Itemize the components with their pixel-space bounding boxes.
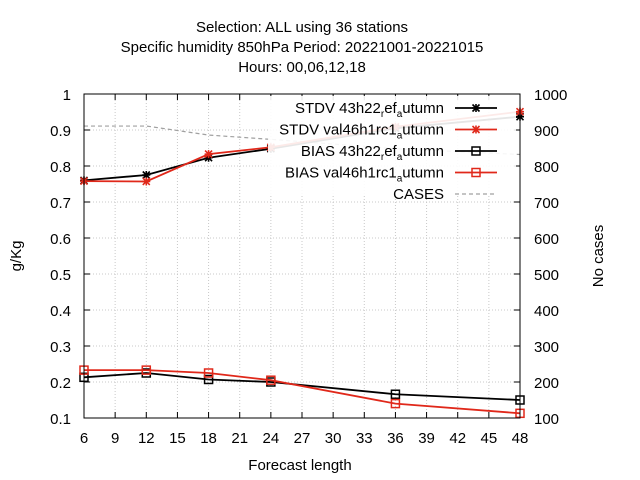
x-axis-label: Forecast length	[248, 457, 351, 474]
legend-label-part: utumn	[402, 100, 444, 117]
data-point	[266, 375, 276, 385]
legend-entry: BIAS val46h1rc1autumn	[285, 165, 497, 185]
x-tick-label: 21	[231, 430, 248, 447]
legend-label-part: utumn	[402, 165, 444, 182]
legend-label-part: STDV 43h22	[295, 100, 381, 117]
y2-tick-label: 100	[534, 411, 559, 428]
legend-label-part: BIAS 43h22	[301, 143, 381, 160]
legend-label-part: ef	[384, 143, 397, 160]
x-tick-label: 45	[481, 430, 498, 447]
data-point	[390, 389, 401, 399]
legend-label-part: r	[381, 152, 385, 163]
y-tick-label: 0.1	[50, 411, 71, 428]
x-tick-label: 18	[200, 430, 217, 447]
legend-label: CASES	[393, 186, 444, 203]
x-tick-label: 30	[325, 430, 342, 447]
y2-tick-label: 400	[534, 303, 559, 320]
y-tick-label: 0.7	[50, 195, 71, 212]
y2-axis-label: No cases	[590, 225, 607, 288]
legend-label-part: utumn	[402, 143, 444, 160]
chart-title-line-1: Selection: ALL using 36 stations	[196, 19, 408, 36]
series-line	[84, 369, 521, 415]
legend-label-part: STDV val46h1rc1	[279, 122, 397, 139]
x-tick-label: 9	[111, 430, 119, 447]
legend-entry: BIAS 43h22refautumn	[301, 143, 497, 163]
legend-label-part: a	[397, 131, 403, 142]
y2-tick-label: 700	[534, 195, 559, 212]
x-tick-label: 39	[418, 430, 435, 447]
axis-ticks: 6 9 12 15 18 21 24 27 30 33 36 39 42 45 48 0.1 0.2 0.3 0.4…	[50, 87, 567, 447]
legend-label: STDV val46h1rc1autumn	[279, 122, 444, 142]
y-tick-label: 1	[63, 87, 71, 104]
y-tick-label: 0.8	[50, 159, 71, 176]
y2-tick-label: 500	[534, 267, 559, 284]
legend-label-part: a	[397, 109, 403, 120]
x-tick-label: 42	[449, 430, 466, 447]
y2-tick-label: 600	[534, 231, 559, 248]
legend-entry: STDV 43h22refautumn	[295, 100, 497, 120]
x-tick-label: 12	[138, 430, 155, 447]
legend-marker	[471, 146, 481, 156]
legend-entry: CASES	[393, 186, 497, 203]
legend-label-part: CASES	[393, 186, 444, 203]
x-tick-label: 36	[387, 430, 404, 447]
data-point	[142, 177, 151, 186]
y-tick-label: 0.9	[50, 123, 71, 140]
y2-tick-label: 200	[534, 375, 559, 392]
legend-label-part: utumn	[402, 122, 444, 139]
legend-label: BIAS val46h1rc1autumn	[285, 165, 444, 185]
legend-label-part: ef	[384, 100, 397, 117]
y2-tick-label: 800	[534, 159, 559, 176]
legend-marker	[471, 125, 481, 134]
legend-label-part: r	[381, 109, 385, 120]
y-tick-label: 0.5	[50, 267, 71, 284]
legend-background	[268, 96, 516, 196]
y2-tick-label: 1000	[534, 87, 567, 104]
x-tick-label: 33	[356, 430, 373, 447]
legend-label-part: BIAS val46h1rc1	[285, 165, 397, 182]
legend-marker	[471, 103, 481, 113]
x-tick-label: 6	[80, 430, 88, 447]
y-tick-label: 0.6	[50, 231, 71, 248]
x-tick-label: 27	[294, 430, 311, 447]
y-tick-label: 0.3	[50, 339, 71, 356]
legend-marker	[471, 167, 481, 178]
legend-label-part: a	[397, 174, 403, 185]
y-tick-label: 0.4	[50, 303, 71, 320]
chart-title-line-3: Hours: 00,06,12,18	[238, 59, 366, 76]
series-line	[84, 125, 521, 156]
series-4	[84, 125, 521, 156]
legend-label-part: a	[397, 152, 403, 163]
data-point	[204, 150, 213, 159]
y2-tick-label: 900	[534, 123, 559, 140]
legend-entry: STDV val46h1rc1autumn	[279, 122, 497, 142]
legend-label: BIAS 43h22refautumn	[301, 143, 444, 163]
data-point	[203, 368, 214, 378]
data-point	[390, 398, 401, 409]
x-tick-label: 48	[512, 430, 529, 447]
x-tick-label: 15	[169, 430, 186, 447]
series-3	[79, 365, 525, 419]
y-tick-label: 0.2	[50, 375, 71, 392]
data-point	[142, 170, 151, 180]
series-line	[83, 372, 521, 401]
data-point	[141, 365, 152, 375]
y-axis-label: g/Kg	[8, 241, 25, 272]
data-point	[203, 374, 214, 385]
y2-tick-label: 300	[534, 339, 559, 356]
chart-title-line-2: Specific humidity 850hPa Period: 2022100…	[121, 39, 484, 56]
x-tick-label: 24	[263, 430, 280, 447]
legend-label: STDV 43h22refautumn	[295, 100, 444, 120]
